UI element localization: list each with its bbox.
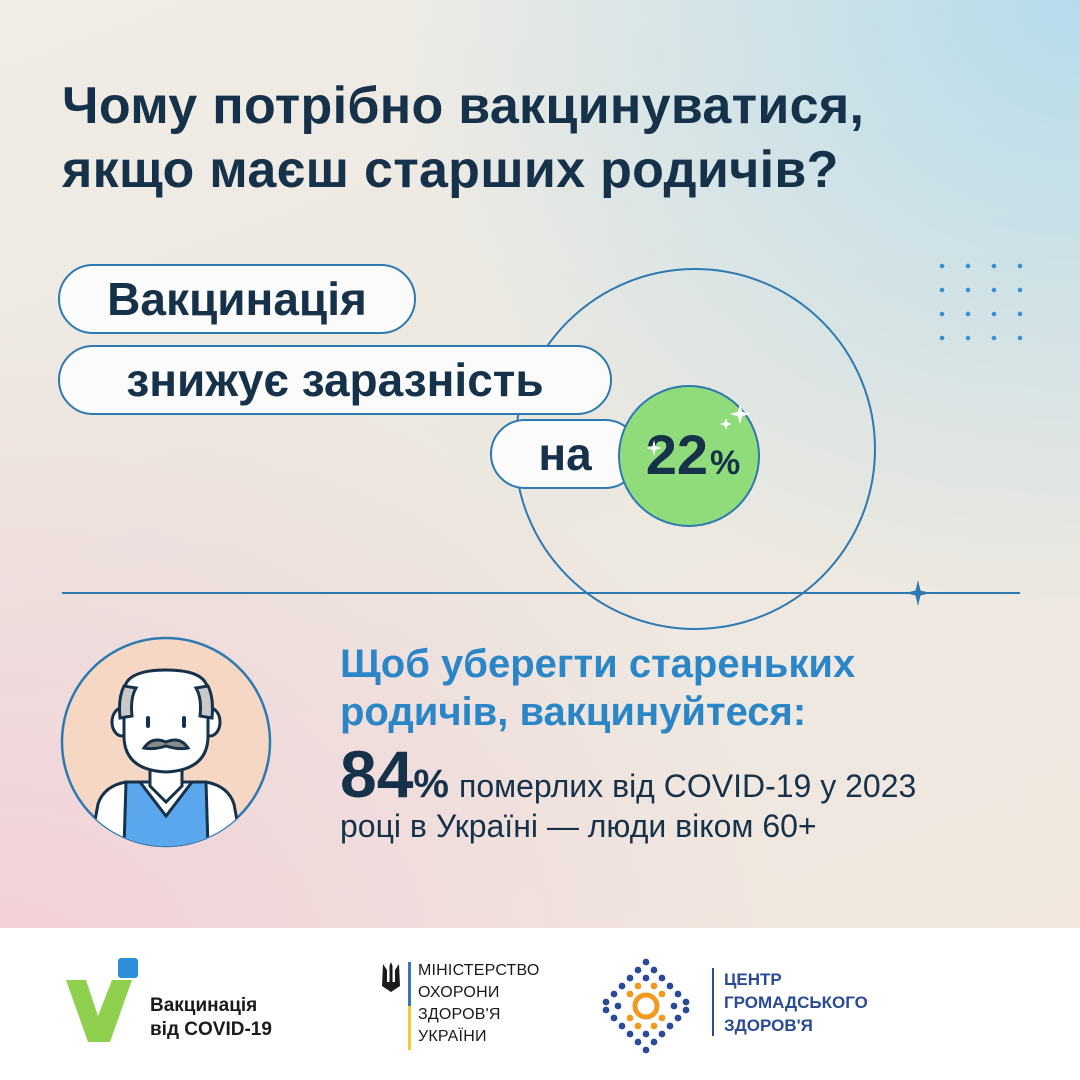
statistic-line-1: 84% померлих від COVID-19 у 2023 [340,737,1060,811]
ministry-line-1: МІНІСТЕРСТВО [418,962,540,979]
sparkles-icon [720,404,750,430]
phc-line-2: ГРОМАДСЬКОГО [724,993,868,1012]
subheading-line-1: Щоб уберегти старeньких [340,642,856,686]
ministry-logo-text: МІНІСТЕРСТВО ОХОРОНИ ЗДОРОВ'Я УКРАЇНИ [418,960,540,1048]
pill-by-label: на [538,428,592,480]
pill-by: на [490,419,640,489]
ukraine-trident-icon [382,962,400,992]
title-line-1: Чому потрібно вакцинуватися, [62,77,865,135]
ministry-line-2: ОХОРОНИ [418,984,500,1001]
statistic-value: 84 [340,737,414,811]
statistic-block: 84% померлих від COVID-19 у 2023 році в У… [340,737,1060,846]
footer [0,928,1080,1080]
sparkle-small-icon [646,440,662,456]
four-point-star-icon [905,580,931,606]
percent-badge-value: 22% [628,422,758,496]
title-line-2: якщо маєш старших родичів? [62,141,839,199]
vaccination-logo-text: Вакцинація від COVID-19 [150,994,272,1042]
public-health-center-logo [602,958,690,1054]
pill-vaccination-label: Вакцинація [107,273,367,325]
subheading-line-2: родичів, вакцинуйтеся: [340,690,807,734]
ministry-line-4: УКРАЇНИ [418,1028,487,1045]
vaccination-logo-line-1: Вакцинація [150,995,258,1016]
phc-line-1: ЦЕНТР [724,970,782,989]
statistic-text-2: році в Україні — люди віком 60+ [340,808,817,844]
pill-vaccination: Вакцинація [58,264,416,334]
pill-reduces-label: знижує заразність [126,354,544,406]
statistic-unit: % [413,762,449,806]
vaccination-logo [66,958,138,1042]
badge-unit: % [710,444,741,482]
badge-number: 22 [645,423,709,486]
vaccination-logo-line-2: від COVID-19 [150,1019,272,1040]
page-title: Чому потрібно вакцинуватися, якщо маєш с… [62,74,864,202]
public-health-center-text: ЦЕНТР ГРОМАДСЬКОГО ЗДОРОВ'Я [724,968,868,1037]
percent-badge [618,385,760,527]
ministry-line-3: ЗДОРОВ'Я [418,1006,501,1023]
public-health-center-divider [712,968,714,1036]
elderly-man-avatar [60,636,272,848]
subheading: Щоб уберегти старeньких родичів, вакцину… [340,640,980,736]
phc-line-3: ЗДОРОВ'Я [724,1016,813,1035]
section-divider [62,592,1020,594]
statistic-text-1: померлих від COVID-19 у 2023 [459,768,917,804]
ministry-flag-bar [408,962,411,1050]
dot-grid-decoration [939,263,1023,341]
pill-reduces-contagiousness: знижує заразність [58,345,612,415]
